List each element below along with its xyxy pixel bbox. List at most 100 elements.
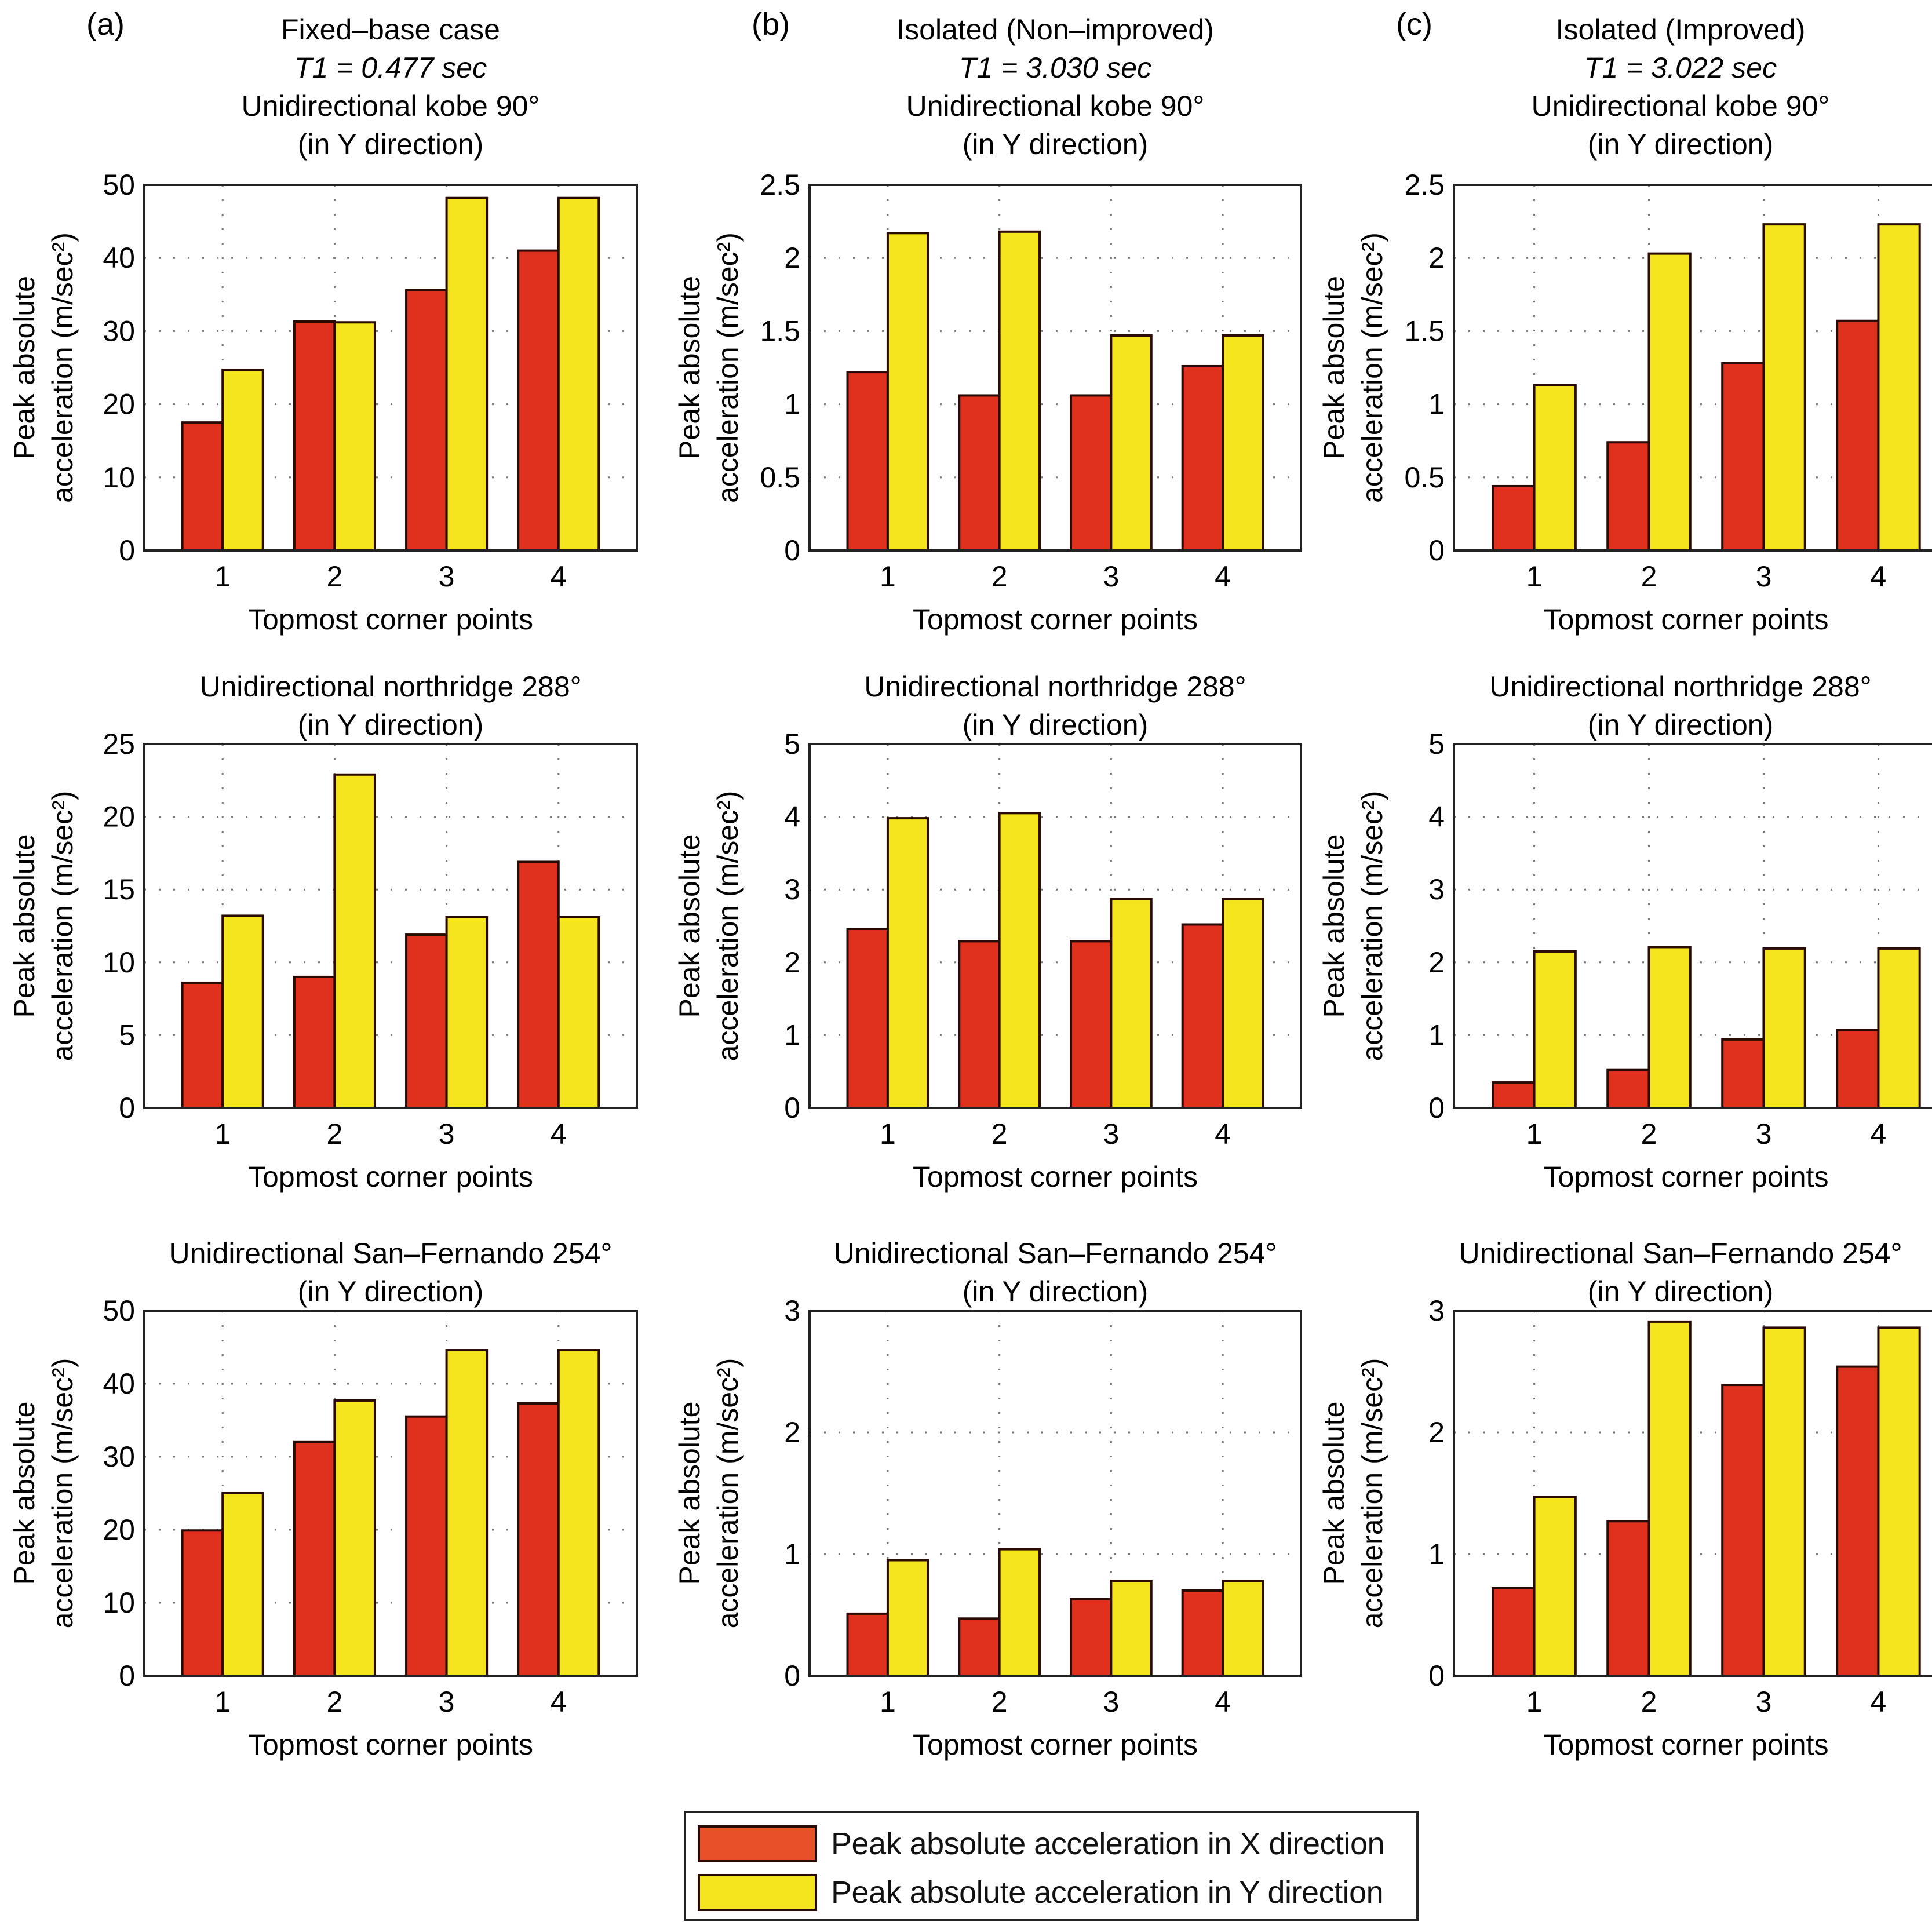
y-tick-label: 1.5 [760,315,800,347]
y-tick-label: 4 [1428,801,1445,833]
bar-x-direction [846,371,889,552]
period-label: T1 = 3.022 sec [1584,52,1777,84]
case-title: Fixed–base case [281,13,500,46]
bar-x-direction [1181,1589,1224,1677]
x-axis-label: Topmost corner points [248,603,533,636]
chart-title: (in Y direction) [1588,709,1774,741]
y-tick-label: 40 [103,1367,135,1400]
y-tick-label: 0 [784,1660,800,1692]
chart-title: Unidirectional kobe 90° [242,90,540,122]
panel-label: (c) [1396,7,1432,42]
x-tick-label: 4 [1215,560,1231,593]
bar-x-direction [1836,1029,1880,1110]
y-tick-label: 3 [1428,873,1445,906]
chart-title: (in Y direction) [963,709,1149,741]
bar-x-direction [405,289,448,552]
bar-y-direction [1647,252,1692,552]
bar-x-direction [846,1612,889,1677]
x-axis-label: Topmost corner points [1544,1728,1829,1761]
x-tick-label: 2 [991,560,1008,593]
bar-y-direction [1762,947,1806,1110]
y-axis-label-line1: Peak absolute [1318,1402,1350,1585]
y-tick-label: 0 [119,1092,135,1124]
x-axis-label: Topmost corner points [248,1728,533,1761]
y-tick-label: 2 [784,242,800,274]
bar-y-direction [333,1399,376,1677]
bar-y-direction [1877,223,1921,552]
chart-title: (in Y direction) [298,1275,484,1308]
y-tick-label: 10 [103,461,135,494]
panel-label: (a) [86,7,125,42]
x-axis-label: Topmost corner points [913,1161,1198,1193]
y-tick-label: 30 [103,1440,135,1473]
x-tick-label: 3 [439,1686,455,1718]
bar-y-direction [1110,898,1153,1109]
x-axis-label: Topmost corner points [913,1728,1198,1761]
chart-title: Unidirectional northridge 288° [1489,670,1871,703]
chart-title: Unidirectional kobe 90° [1532,90,1830,122]
bar-y-direction [1110,334,1153,552]
x-tick-label: 2 [327,1686,343,1718]
x-tick-label: 4 [1871,1118,1887,1150]
axes-frame [143,184,638,552]
x-axis-label: Topmost corner points [1544,1161,1829,1193]
y-tick-label: 1 [1428,1538,1445,1570]
bar-x-direction [958,394,1001,552]
x-tick-label: 3 [439,560,455,593]
x-tick-label: 4 [1871,560,1887,593]
bar-x-direction [517,1402,560,1677]
y-tick-label: 0 [784,534,800,567]
bar-x-direction [293,320,336,552]
y-tick-label: 50 [103,1294,135,1327]
y-tick-label: 20 [103,1513,135,1546]
y-axis-label-line1: Peak absolute [673,276,706,459]
legend-label-y: Peak absolute acceleration in Y directio… [831,1875,1384,1910]
y-tick-label: 0 [1428,534,1445,567]
bar-x-direction [1606,1520,1650,1677]
x-tick-label: 4 [551,560,567,593]
x-axis-label: Topmost corner points [248,1161,533,1193]
bar-y-direction [557,196,600,552]
y-tick-label: 2 [1428,1416,1445,1449]
x-tick-label: 3 [1756,1118,1772,1150]
bar-y-direction [1110,1580,1153,1677]
x-tick-label: 2 [1641,1686,1657,1718]
bar-y-direction [221,369,264,552]
y-axis-label-line1: Peak absolute [673,1402,706,1585]
chart-title: Unidirectional San–Fernando 254° [1459,1237,1902,1270]
bar-x-direction [1721,1038,1765,1110]
x-tick-label: 1 [1526,560,1543,593]
y-tick-label: 3 [1428,1294,1445,1327]
legend-swatch-x [698,1825,817,1862]
x-tick-label: 2 [991,1118,1008,1150]
bar-x-direction [181,421,224,552]
bar-y-direction [557,1349,600,1677]
y-tick-label: 0 [119,534,135,567]
bar-y-direction [886,232,929,552]
bar-y-direction [1647,1320,1692,1677]
bar-x-direction [1069,1598,1113,1677]
y-axis-label-line1: Peak absolute [8,834,41,1018]
axes-frame [1453,1310,1932,1677]
x-tick-label: 3 [1103,560,1119,593]
y-tick-label: 1 [1428,1019,1445,1051]
x-tick-label: 4 [1215,1118,1231,1150]
axes-frame [1453,184,1932,552]
x-tick-label: 2 [991,1686,1008,1718]
x-tick-label: 4 [551,1118,567,1150]
panel-label: (b) [752,7,790,42]
bar-y-direction [998,812,1041,1109]
bar-y-direction [886,817,929,1110]
bar-y-direction [445,1349,489,1677]
y-axis-label-line1: Peak absolute [1318,834,1350,1018]
y-tick-label: 0.5 [760,461,800,494]
bar-y-direction [1222,1580,1264,1677]
y-tick-label: 20 [103,801,135,833]
x-tick-label: 2 [327,1118,343,1150]
bar-x-direction [405,933,448,1110]
axes-frame [143,1310,638,1677]
y-tick-label: 15 [103,873,135,906]
axes-frame [143,743,638,1109]
y-tick-label: 2 [784,946,800,979]
y-axis-label-line1: Peak absolute [1318,276,1350,459]
